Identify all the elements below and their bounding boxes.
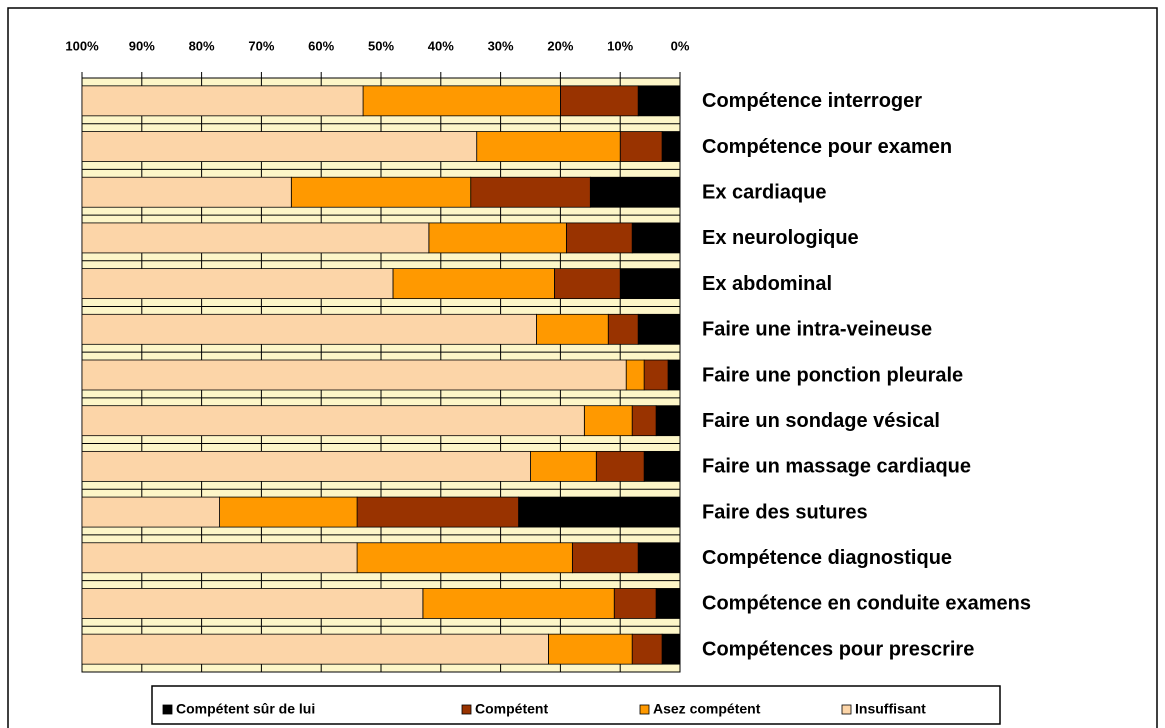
bar-segment <box>607 313 639 345</box>
category-label: Compétence pour examen <box>702 136 952 158</box>
category-label: Faire une intra-veineuse <box>702 319 932 341</box>
x-tick-label: 30% <box>488 38 514 53</box>
bar-segment <box>667 359 681 391</box>
bar-segment <box>631 405 657 437</box>
legend-swatch <box>841 704 852 715</box>
category-label: Faire des sutures <box>702 501 868 523</box>
category-label: Faire une ponction pleurale <box>702 364 963 386</box>
bar-segment <box>290 176 472 208</box>
x-tick-label: 10% <box>607 38 633 53</box>
legend-swatch <box>162 704 173 715</box>
bar-segment <box>625 359 645 391</box>
bar-segment <box>81 450 531 482</box>
bar-segment <box>613 588 657 619</box>
bar-segment <box>518 496 681 528</box>
legend-label: Compétent <box>475 701 548 717</box>
bar-segment <box>81 222 430 254</box>
bar-segment <box>643 359 669 391</box>
bar-segment <box>560 85 639 117</box>
bar-segment <box>637 313 681 345</box>
category-label: Compétences pour prescrire <box>702 638 974 660</box>
bar-segment <box>571 542 639 574</box>
legend-label: Insuffisant <box>855 701 926 717</box>
category-label: Faire un massage cardiaque <box>702 456 971 478</box>
category-label: Faire un sondage vésical <box>702 410 940 432</box>
bar-segment <box>637 542 681 574</box>
x-tick-label: 60% <box>308 38 334 53</box>
bar-segment <box>661 131 681 162</box>
bar-segment <box>81 496 220 528</box>
legend-label: Compétent sûr de lui <box>176 701 315 717</box>
bar-segment <box>619 131 663 162</box>
bar-segment <box>81 131 478 162</box>
legend-box <box>151 685 1001 725</box>
x-tick-label: 20% <box>547 38 573 53</box>
bar-segment <box>554 268 621 300</box>
bar-segment <box>643 450 681 482</box>
bar-segment <box>548 633 633 665</box>
bar-segment <box>470 176 591 208</box>
category-label: Compétence interroger <box>702 90 922 112</box>
category-label: Ex abdominal <box>702 273 832 295</box>
bar-segment <box>631 222 681 254</box>
bar-segment <box>81 633 549 665</box>
bar-segment <box>476 131 621 162</box>
bar-segment <box>219 496 358 528</box>
bar-segment <box>536 313 609 345</box>
bar-segment <box>81 405 585 437</box>
category-label: Compétence en conduite examens <box>702 593 1031 615</box>
bar-segment <box>428 222 567 254</box>
bar-segment <box>655 588 681 619</box>
bar-segment <box>589 176 681 208</box>
bar-segment <box>631 633 663 665</box>
bar-segment <box>356 496 519 528</box>
x-tick-label: 80% <box>189 38 215 53</box>
bar-segment <box>583 405 633 437</box>
bar-segment <box>81 85 364 117</box>
bar-segment <box>81 268 394 300</box>
x-tick-label: 90% <box>129 38 155 53</box>
legend-swatch <box>461 704 472 715</box>
bar-segment <box>81 588 424 619</box>
bar-segment <box>655 405 681 437</box>
bar-segment <box>637 85 681 117</box>
category-label: Ex cardiaque <box>702 182 827 204</box>
bar-segment <box>565 222 633 254</box>
bar-segment <box>356 542 573 574</box>
bar-segment <box>619 268 681 300</box>
x-tick-label: 50% <box>368 38 394 53</box>
bar-segment <box>81 176 292 208</box>
bar-segment <box>422 588 615 619</box>
bar-segment <box>595 450 645 482</box>
bar-segment <box>661 633 681 665</box>
x-tick-label: 0% <box>671 38 690 53</box>
bar-segment <box>392 268 555 300</box>
x-tick-label: 100% <box>65 38 99 53</box>
legend-label: Asez compétent <box>653 701 761 717</box>
bar-segment <box>530 450 597 482</box>
legend-swatch <box>639 704 650 715</box>
frame <box>7 7 1158 728</box>
x-tick-label: 40% <box>428 38 454 53</box>
bar-segment <box>81 542 358 574</box>
x-tick-label: 70% <box>248 38 274 53</box>
bar-segment <box>362 85 561 117</box>
category-label: Ex neurologique <box>702 227 859 249</box>
category-label: Compétence diagnostique <box>702 547 952 569</box>
bar-segment <box>81 359 627 391</box>
bar-segment <box>81 313 537 345</box>
